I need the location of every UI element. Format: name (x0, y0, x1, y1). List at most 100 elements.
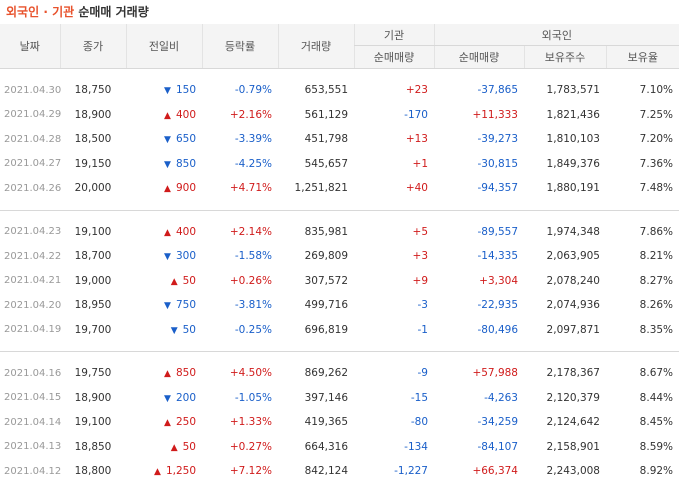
triangle-up-icon: ▲ (164, 227, 171, 238)
cell-rate: +2.16% (229, 108, 272, 121)
cell-rate: +0.27% (229, 440, 272, 453)
cell-close: 18,900 (74, 391, 112, 404)
cell-close: 19,100 (74, 416, 112, 429)
cell-change: ▲ 400 (126, 103, 202, 128)
cell-change: ▲ 50 (126, 269, 202, 294)
cell-foreign-net: -84,107 (477, 440, 518, 453)
cell-date: 2021.04.15 (4, 392, 62, 404)
cell-close: 18,750 (74, 84, 112, 97)
header-foreign-net: 순매매량 (433, 45, 524, 69)
table-row: 2021.04.30 18,750 ▼ 150 -0.79% 653,551 +23 -37,… (0, 78, 679, 103)
triangle-down-icon: ▼ (170, 325, 178, 336)
cell-close: 18,950 (74, 299, 112, 312)
cell-close: 18,800 (74, 465, 112, 478)
cell-foreign-ratio: 7.25% (639, 108, 674, 121)
table-row: 2021.04.15 18,900 ▼ 200 -1.05% 397,146 -15 -4,2… (0, 386, 679, 411)
cell-close: 18,900 (74, 108, 112, 121)
table-row: 2021.04.13 18,850 ▲ 50 +0.27% 664,316 -134 -84,… (0, 435, 679, 460)
change-value: 300 (175, 250, 196, 263)
cell-institution-net: +3 (412, 250, 428, 263)
title-institution: 기관 (52, 5, 75, 19)
header-foreign-holdings: 보유주수 (523, 45, 606, 69)
cell-foreign-net: +11,333 (472, 108, 518, 121)
cell-volume: 419,365 (304, 416, 348, 429)
cell-volume: 696,819 (304, 323, 348, 336)
cell-institution-net: +23 (405, 84, 428, 97)
triangle-up-icon: ▲ (170, 442, 178, 453)
cell-close: 19,100 (74, 225, 112, 238)
cell-rate: -3.39% (234, 133, 272, 146)
change-value: 900 (175, 182, 196, 195)
cell-foreign-net: -94,357 (477, 182, 518, 195)
cell-foreign-holdings: 1,821,436 (546, 108, 600, 121)
cell-foreign-ratio: 8.26% (639, 299, 674, 312)
cell-date: 2021.04.26 (4, 182, 62, 194)
cell-institution-net: -3 (417, 299, 428, 312)
cell-date: 2021.04.28 (4, 133, 62, 145)
group-spacer (0, 342, 679, 352)
cell-date: 2021.04.30 (4, 84, 62, 96)
cell-volume: 1,251,821 (294, 182, 348, 195)
cell-foreign-ratio: 8.44% (639, 391, 674, 404)
table-row: 2021.04.23 19,100 ▲ 400 +2.14% 835,981 +5 -89,5… (0, 220, 679, 245)
title-foreign: 외국인 (6, 5, 40, 19)
change-value: 150 (175, 84, 196, 97)
cell-change: ▼ 150 (126, 78, 202, 103)
cell-foreign-ratio: 8.67% (639, 367, 674, 380)
triangle-up-icon: ▲ (164, 369, 171, 380)
cell-foreign-ratio: 8.35% (639, 323, 674, 336)
cell-foreign-holdings: 2,158,901 (546, 440, 600, 453)
header-institution-group: 기관 (353, 24, 434, 46)
cell-foreign-holdings: 1,849,376 (546, 157, 600, 170)
triangle-up-icon: ▲ (164, 110, 171, 121)
cell-foreign-net: -37,865 (477, 84, 518, 97)
cell-foreign-net: -34,259 (477, 416, 518, 429)
cell-institution-net: -170 (404, 108, 428, 121)
table-row: 2021.04.29 18,900 ▲ 400 +2.16% 561,129 -170 +11… (0, 103, 679, 128)
cell-foreign-holdings: 2,120,379 (546, 391, 600, 404)
group-spacer (0, 211, 679, 220)
table-row: 2021.04.12 18,800 ▲ 1,250 +7.12% 842,124 -1,22… (0, 459, 679, 484)
cell-foreign-net: -39,273 (477, 133, 518, 146)
cell-volume: 561,129 (304, 108, 348, 121)
cell-date: 2021.04.29 (4, 109, 62, 121)
cell-foreign-net: -4,263 (484, 391, 518, 404)
table-row: 2021.04.19 19,700 ▼ 50 -0.25% 696,819 -1 -80,49… (0, 318, 679, 343)
cell-close: 18,850 (74, 440, 112, 453)
change-value: 400 (175, 108, 196, 121)
cell-close: 18,700 (74, 250, 112, 263)
cell-rate: -1.05% (234, 391, 272, 404)
change-value: 250 (175, 416, 196, 429)
cell-rate: +0.26% (229, 274, 272, 287)
change-value: 400 (175, 225, 196, 238)
cell-rate: +1.33% (229, 416, 272, 429)
header-change: 전일비 (125, 24, 202, 69)
cell-date: 2021.04.19 (4, 324, 62, 336)
cell-foreign-net: -30,815 (477, 157, 518, 170)
cell-foreign-holdings: 1,974,348 (546, 225, 600, 238)
cell-institution-net: +9 (412, 274, 428, 287)
cell-foreign-holdings: 2,097,871 (546, 323, 600, 336)
cell-date: 2021.04.13 (4, 441, 62, 453)
cell-change: ▲ 850 (126, 361, 202, 386)
header-date: 날짜 (0, 24, 60, 69)
cell-volume: 842,124 (304, 465, 348, 478)
title-separator: · (43, 5, 48, 19)
change-value: 650 (175, 133, 196, 146)
cell-foreign-holdings: 1,783,571 (546, 84, 600, 97)
cell-foreign-net: -80,496 (477, 323, 518, 336)
cell-change: ▼ 200 (126, 386, 202, 411)
table-row: 2021.04.22 18,700 ▼ 300 -1.58% 269,809 +3 -14,3… (0, 244, 679, 269)
cell-foreign-ratio: 8.45% (639, 416, 674, 429)
cell-volume: 269,809 (304, 250, 348, 263)
cell-institution-net: +1 (412, 157, 428, 170)
cell-close: 19,750 (74, 367, 112, 380)
cell-change: ▼ 850 (126, 152, 202, 177)
cell-rate: -3.81% (234, 299, 272, 312)
cell-change: ▼ 750 (126, 293, 202, 318)
cell-foreign-holdings: 1,880,191 (546, 182, 600, 195)
cell-change: ▲ 400 (126, 220, 202, 245)
triangle-down-icon: ▼ (164, 159, 171, 170)
cell-date: 2021.04.20 (4, 299, 62, 311)
cell-foreign-holdings: 2,124,642 (546, 416, 600, 429)
